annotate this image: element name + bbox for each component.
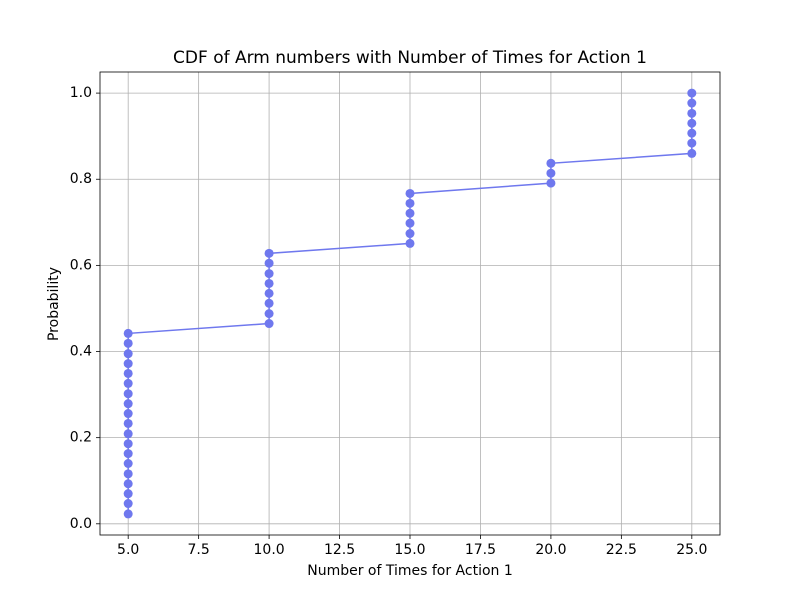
data-point: [546, 178, 556, 188]
y-axis-label: Probability: [46, 267, 62, 341]
x-tick-label: 10.0: [254, 542, 285, 558]
data-point: [264, 278, 274, 288]
data-point: [123, 338, 133, 348]
data-point: [123, 439, 133, 449]
y-tick-label: 0.8: [70, 171, 92, 187]
data-point: [687, 88, 697, 98]
y-tick-label: 0.2: [70, 430, 92, 446]
data-point: [405, 218, 415, 228]
data-point: [687, 98, 697, 108]
data-point: [264, 309, 274, 319]
data-point: [123, 349, 133, 359]
x-tick-label: 20.0: [535, 542, 566, 558]
data-point: [546, 158, 556, 168]
data-point: [123, 449, 133, 459]
data-point: [123, 479, 133, 489]
data-point: [687, 138, 697, 148]
data-point: [123, 389, 133, 399]
x-tick-label: 7.5: [188, 542, 210, 558]
x-axis-label: Number of Times for Action 1: [307, 563, 513, 579]
y-tick-label: 0.6: [70, 257, 92, 273]
x-tick-label: 22.5: [606, 542, 637, 558]
data-point: [123, 378, 133, 388]
data-point: [123, 509, 133, 519]
data-point: [123, 469, 133, 479]
data-point: [123, 459, 133, 469]
x-tick-label: 12.5: [324, 542, 355, 558]
data-point: [687, 108, 697, 118]
data-point: [687, 128, 697, 138]
y-tick-label: 0.0: [70, 516, 92, 532]
data-point: [264, 298, 274, 308]
data-point: [123, 359, 133, 369]
data-point: [264, 288, 274, 298]
data-point: [123, 499, 133, 509]
data-point: [123, 418, 133, 428]
data-point: [123, 409, 133, 419]
data-point: [264, 269, 274, 279]
data-point: [123, 368, 133, 378]
y-tick-label: 1.0: [70, 85, 92, 101]
plot-frame: [99, 71, 721, 536]
x-tick-label: 17.5: [465, 542, 496, 558]
data-point: [123, 399, 133, 409]
data-point: [405, 229, 415, 239]
data-point: [687, 148, 697, 158]
data-point: [405, 198, 415, 208]
y-tick-label: 0.4: [70, 344, 92, 360]
data-point: [405, 208, 415, 218]
x-tick-label: 15.0: [394, 542, 425, 558]
x-tick-label: 5.0: [117, 542, 139, 558]
data-point: [687, 118, 697, 128]
data-point: [264, 319, 274, 329]
data-point: [123, 328, 133, 338]
data-point: [405, 188, 415, 198]
data-point: [264, 258, 274, 268]
x-tick-label: 25.0: [676, 542, 707, 558]
data-point: [264, 248, 274, 258]
data-point: [546, 168, 556, 178]
data-point: [123, 489, 133, 499]
data-point: [123, 429, 133, 439]
data-point: [405, 238, 415, 248]
chart-title: CDF of Arm numbers with Number of Times …: [173, 48, 647, 68]
